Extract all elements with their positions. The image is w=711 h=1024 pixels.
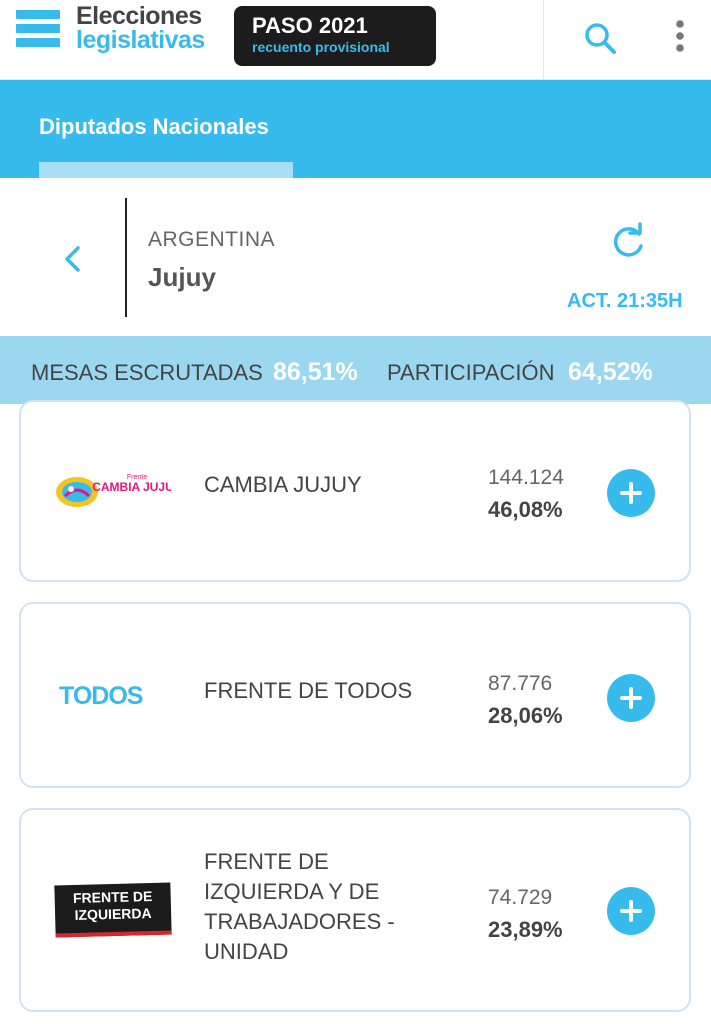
expand-plus-button[interactable] xyxy=(607,469,655,517)
party-card[interactable]: TODOS FRENTE DE TODOS 87.776 28,06% xyxy=(19,602,691,788)
mesas-value: 86,51% xyxy=(273,358,358,386)
party-percent: 46,08% xyxy=(488,497,563,522)
participacion-value: 64,52% xyxy=(568,358,653,386)
cambia-jujuy-logo: Frente CAMBIA JUJUY xyxy=(56,474,171,507)
header-divider xyxy=(543,0,544,80)
party-name: CAMBIA JUJUY xyxy=(204,472,362,497)
more-vert-icon[interactable] xyxy=(668,18,692,58)
party-name: FRENTE DE IZQUIERDA Y DE TRABAJADORES - … xyxy=(204,847,395,967)
todos-logo: TODOS xyxy=(59,682,143,711)
party-votes: 87.776 xyxy=(488,672,553,695)
refresh-icon[interactable] xyxy=(608,222,648,262)
badge-subtitle: recuento provisional xyxy=(252,39,390,55)
badge-title: PASO 2021 xyxy=(252,13,368,38)
brand-subtitle: legislativas xyxy=(76,26,205,54)
brand-title: Elecciones xyxy=(76,2,202,30)
party-name-line: TRABAJADORES - xyxy=(204,909,395,934)
chevron-left-icon[interactable] xyxy=(58,240,86,278)
party-card[interactable]: FRENTE DE IZQUIERDA FRENTE DE IZQUIERDA … xyxy=(19,808,691,1012)
expand-plus-button[interactable] xyxy=(607,887,655,935)
party-percent: 23,89% xyxy=(488,917,563,942)
party-name-line: UNIDAD xyxy=(204,939,289,964)
expand-plus-button[interactable] xyxy=(607,674,655,722)
flag-icon xyxy=(16,10,60,47)
app-header: Elecciones legislativas PASO 2021 recuen… xyxy=(0,0,711,80)
logo-text: CAMBIA JUJUY xyxy=(92,480,171,494)
party-votes: 144.124 xyxy=(488,466,564,489)
location-panel: ARGENTINA Jujuy ACT. 21:35H xyxy=(0,178,711,336)
location-province: Jujuy xyxy=(148,262,216,292)
frente-izquierda-logo: FRENTE DE IZQUIERDA xyxy=(54,882,172,938)
last-updated: ACT. 21:35H xyxy=(567,290,683,312)
svg-text:Frente: Frente xyxy=(127,474,147,481)
stats-bar: MESAS ESCRUTADAS 86,51% PARTICIPACIÓN 64… xyxy=(0,336,711,404)
party-card[interactable]: Frente CAMBIA JUJUY CAMBIA JUJUY 144.124… xyxy=(19,400,691,582)
logo-text: TODOS xyxy=(59,682,143,710)
party-name-line: IZQUIERDA Y DE xyxy=(204,879,380,904)
party-name: FRENTE DE TODOS xyxy=(204,678,413,703)
paso-badge: PASO 2021 recuento provisional xyxy=(234,6,436,66)
tab-active-indicator xyxy=(39,162,293,178)
search-icon[interactable] xyxy=(582,20,618,56)
location-country: ARGENTINA xyxy=(148,228,276,251)
participacion-label: PARTICIPACIÓN xyxy=(387,360,555,385)
location-divider xyxy=(125,198,127,317)
tab-diputados-nacionales[interactable]: Diputados Nacionales xyxy=(39,114,269,139)
mesas-label: MESAS ESCRUTADAS xyxy=(31,360,263,385)
party-votes: 74.729 xyxy=(488,886,553,909)
party-percent: 28,06% xyxy=(488,703,563,728)
tab-bar: Diputados Nacionales xyxy=(0,80,711,178)
party-name-line: FRENTE DE xyxy=(204,849,329,874)
logo-text: FRENTE DE IZQUIERDA xyxy=(72,887,153,924)
